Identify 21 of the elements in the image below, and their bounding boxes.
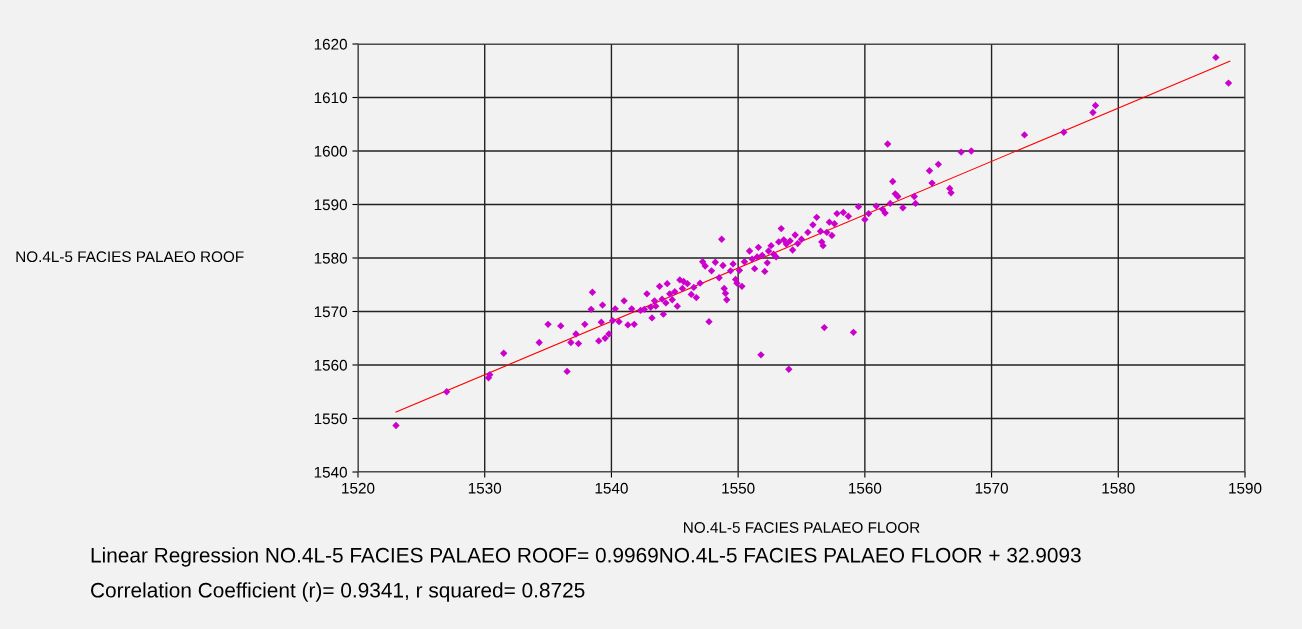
y-tick-label: 1540 — [314, 466, 347, 478]
x-tick-label: 1540 — [595, 482, 628, 494]
x-tick-label: 1530 — [468, 482, 502, 494]
y-tick-label: 1600 — [314, 145, 347, 157]
y-tick-label: 1550 — [314, 413, 347, 425]
y-tick-label: 1570 — [314, 306, 347, 318]
x-tick-label: 1550 — [722, 482, 755, 494]
y-tick-label: 1620 — [314, 38, 347, 50]
x-tick-label: 1560 — [849, 482, 882, 494]
x-tick-label: 1580 — [1102, 482, 1135, 494]
y-tick-label: 1610 — [314, 92, 347, 104]
y-axis-title: NO.4L-5 FACIES PALAEO ROOF — [16, 251, 244, 263]
text: Linear Regression NO.4L-5 FACIES PALAEO ROOF= 0.9969NO.4L-5 FACIES PALAEO FLOOR + 32.9093 — [91, 547, 1081, 567]
y-tick-label: 1560 — [314, 359, 347, 371]
x-tick-label: 1570 — [975, 482, 1008, 494]
text: Correlation Coefficient (r)= 0.9341, r squared= 0.8725 — [91, 582, 585, 602]
x-axis-title: NO.4L-5 FACIES PALAEO FLOOR — [684, 522, 920, 533]
y-tick-label: 1590 — [314, 199, 347, 211]
y-tick-label: 1580 — [314, 252, 347, 264]
x-tick-label: 1590 — [1229, 482, 1262, 494]
x-tick-label: 1520 — [342, 482, 375, 494]
